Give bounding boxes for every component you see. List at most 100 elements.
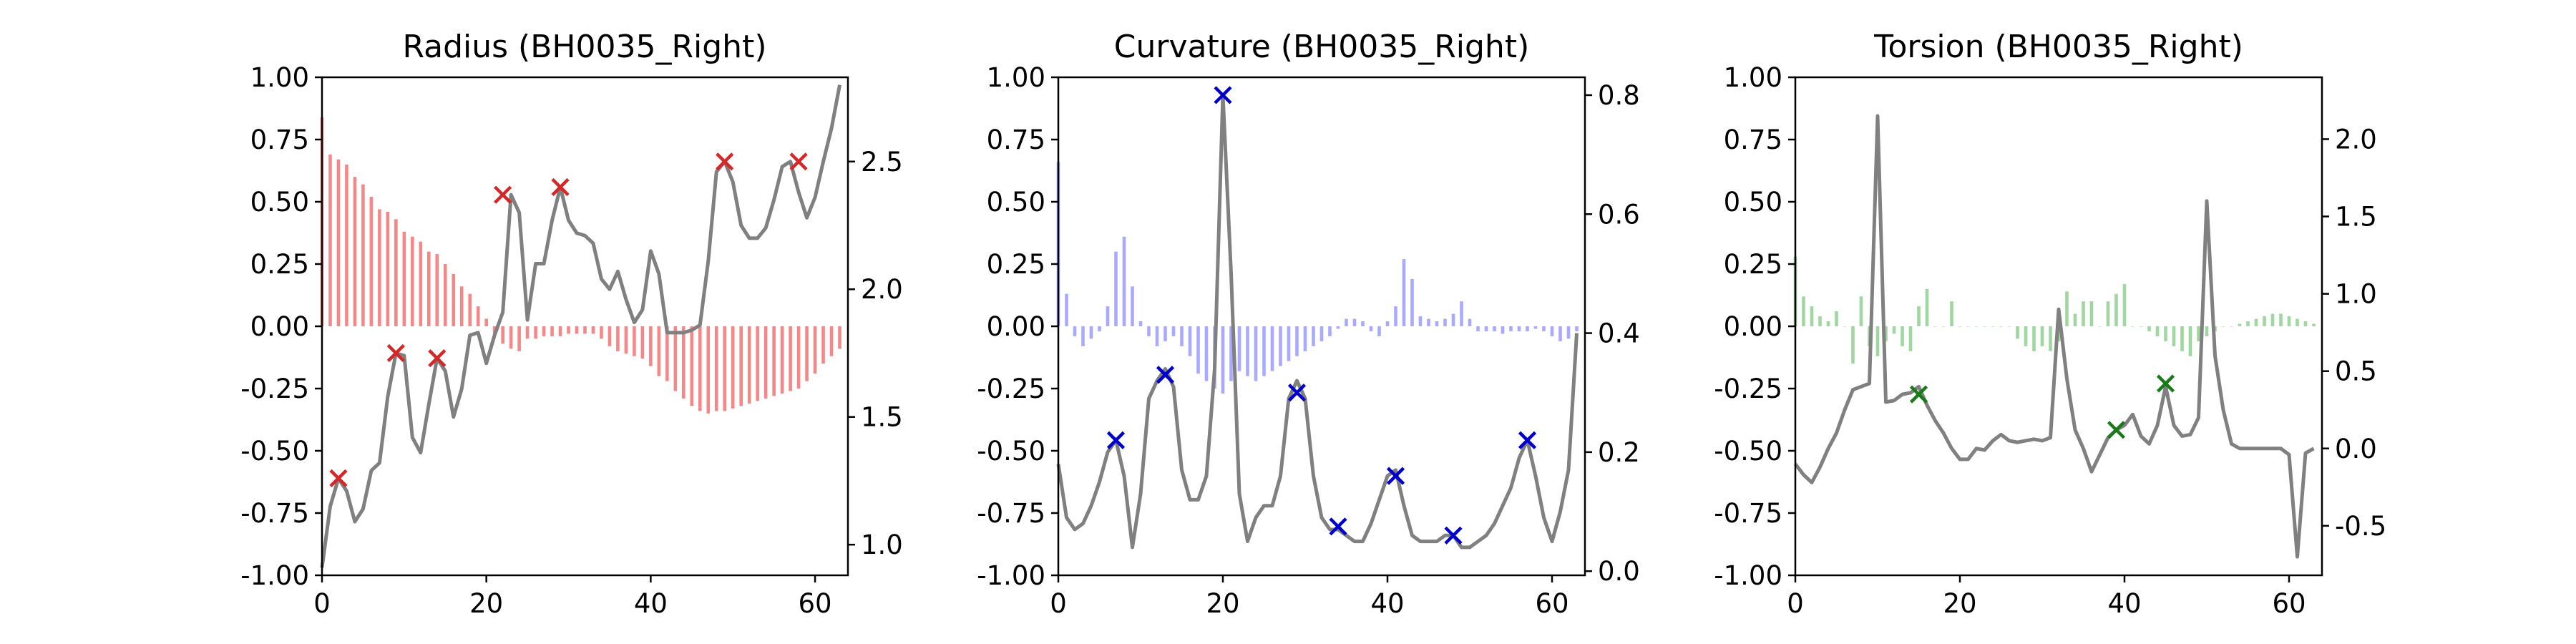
radius-bar (575, 326, 579, 334)
radius-bar (534, 326, 537, 339)
torsion-plot-layer (1793, 114, 2316, 559)
torsion-bar (2016, 326, 2019, 339)
radius-bar (633, 326, 636, 356)
radius-peak-marker (428, 349, 447, 368)
torsion-bar (1933, 326, 1937, 327)
torsion-bar (2221, 326, 2225, 327)
curvature-xtick-label: 40 (1370, 588, 1404, 619)
radius-y2tick-label: 1.5 (861, 402, 903, 433)
torsion-ytick-label: 1.00 (1724, 62, 1782, 93)
radius-bar (739, 326, 743, 406)
torsion-bar (2122, 283, 2127, 326)
torsion-bar (1974, 326, 1979, 327)
torsion-ytick-label: -0.75 (1714, 498, 1782, 529)
torsion-y2tick-label: 0.5 (2335, 356, 2377, 387)
radius-bar (369, 197, 374, 326)
radius-bar (756, 326, 759, 401)
radius-y2tick-label: 2.5 (861, 147, 903, 177)
curvature-bar (1188, 326, 1192, 356)
torsion-bar (1859, 296, 1863, 326)
radius-bar (649, 326, 653, 366)
torsion-title: Torsion (BH0035_Right) (1873, 29, 2243, 65)
curvature-peak-marker (1329, 517, 1347, 536)
torsion-bar (1983, 326, 1986, 327)
curvature-ytick-label: -0.50 (977, 436, 1045, 467)
radius-bar (509, 326, 513, 349)
radius-peak-marker (494, 185, 512, 204)
curvature-bar (1328, 326, 1332, 336)
curvature-bar (1196, 326, 1200, 374)
curvature-bar (1279, 326, 1282, 366)
torsion-bar (2147, 326, 2151, 331)
torsion-y2tick-label: 1.5 (2335, 202, 2377, 233)
radius-bar (476, 306, 480, 326)
torsion-y2tick-label: -0.5 (2335, 511, 2386, 542)
curvature-bar (1336, 326, 1340, 329)
radius-bar (731, 326, 735, 409)
curvature-bar (1155, 326, 1159, 346)
torsion-bar (1991, 326, 1995, 327)
torsion-bar (2007, 326, 2011, 327)
torsion-bar (1835, 311, 1838, 326)
curvature-bar (1312, 326, 1315, 346)
curvature-y2tick-label: 0.2 (1598, 437, 1640, 468)
torsion-bar (1908, 326, 1913, 351)
radius-ytick-label: 0.00 (250, 311, 309, 342)
curvature-bar (1180, 326, 1184, 346)
curvature-bar (1566, 326, 1571, 339)
radius-bar (714, 326, 718, 411)
torsion-bar (1843, 326, 1847, 327)
torsion-bar (1851, 326, 1855, 364)
curvature-y2tick-label: 0.4 (1598, 318, 1640, 349)
radius-bar (525, 326, 530, 339)
radius-bar (665, 326, 669, 381)
torsion-bar (1966, 326, 1970, 327)
torsion-bar (1950, 301, 1953, 326)
torsion-bar (2246, 321, 2250, 326)
curvature-bar (1394, 306, 1397, 326)
radius-bar (386, 211, 390, 326)
curvature-bar (1484, 326, 1488, 331)
curvature-ytick-label: -1.00 (977, 560, 1045, 591)
curvature-bar (1303, 326, 1307, 351)
torsion-line (1794, 114, 2315, 559)
curvature-bar (1122, 236, 1126, 326)
curvature-bar (1427, 318, 1430, 326)
torsion-bar (2180, 326, 2184, 351)
torsion-bar (2139, 326, 2143, 327)
radius-xtick-label: 40 (634, 588, 668, 619)
curvature-bar (1517, 326, 1521, 331)
radius-bar (600, 326, 603, 339)
radius-peak-marker (789, 152, 808, 171)
torsion-bar (2040, 326, 2044, 346)
radius-bar (624, 326, 628, 354)
torsion-bar (2065, 291, 2069, 326)
torsion-peak-marker (1909, 385, 1928, 404)
torsion-bar (2254, 318, 2258, 326)
curvature-bar (1501, 326, 1505, 334)
radius-bar (435, 254, 439, 326)
torsion-ytick-label: 0.50 (1724, 187, 1782, 218)
torsion-bar (2098, 326, 2102, 327)
curvature-bar (1131, 286, 1134, 326)
radius-bar (805, 326, 809, 381)
curvature-peak-marker (1156, 366, 1175, 384)
radius-bar (411, 236, 414, 326)
torsion-y2tick-label: 2.0 (2335, 124, 2377, 155)
curvature-bar (1468, 318, 1472, 326)
curvature-xtick-label: 0 (1050, 588, 1067, 619)
radius-bar (608, 326, 612, 346)
torsion-bar (2296, 318, 2299, 326)
torsion-bar (2205, 326, 2209, 336)
curvature-bar (1081, 326, 1085, 346)
curvature-bar (1270, 326, 1274, 371)
curvature-xtick-label: 20 (1206, 588, 1239, 619)
curvature-bar (1221, 326, 1225, 394)
radius-bar (361, 184, 365, 326)
torsion-bar (2263, 316, 2266, 326)
torsion-ytick-label: -0.25 (1714, 374, 1782, 404)
radius-bar (698, 326, 702, 411)
radius-bar (772, 326, 776, 396)
torsion-peak-marker (2107, 421, 2126, 439)
